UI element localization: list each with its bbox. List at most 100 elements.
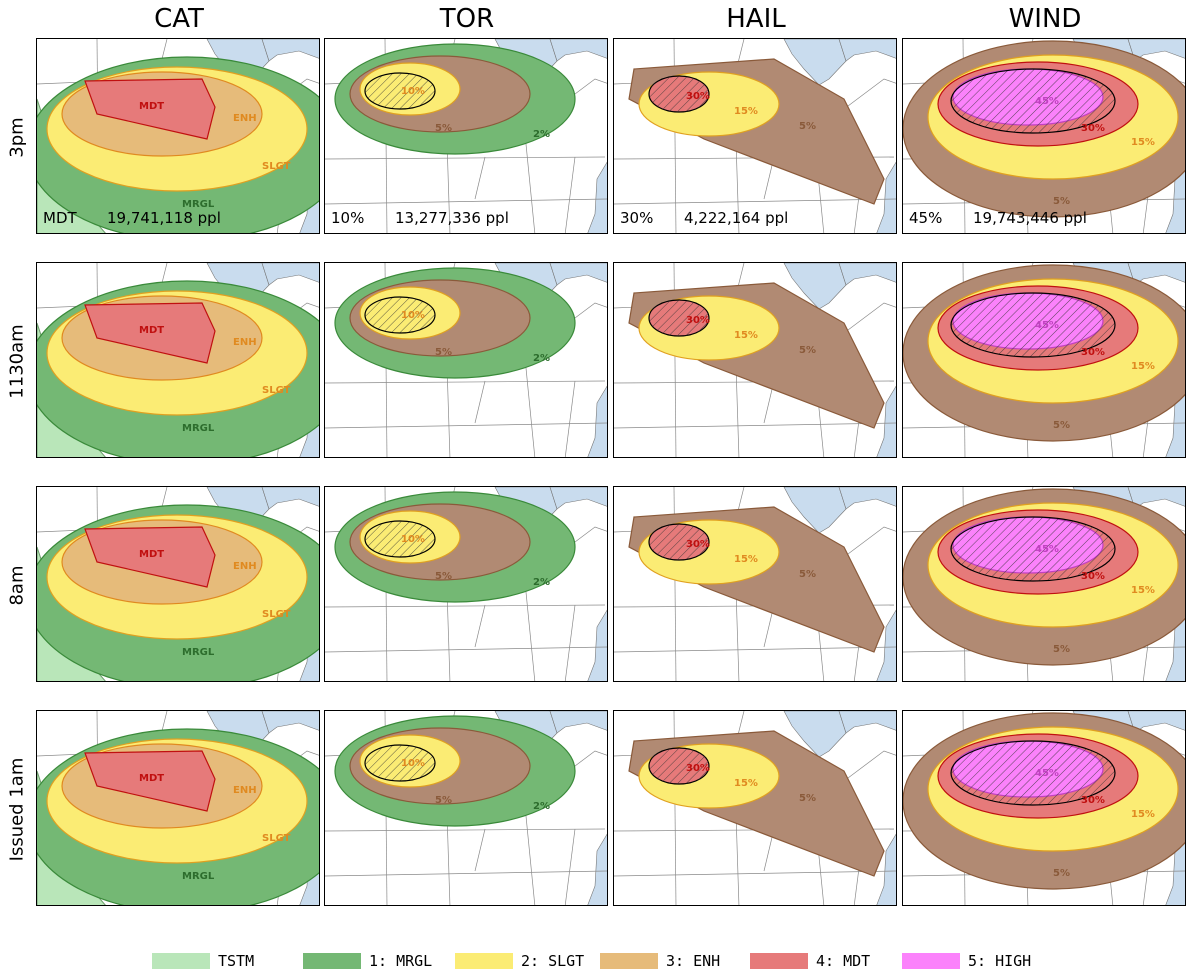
label-5pct: 5% xyxy=(799,121,816,132)
column-title-tor: TOR xyxy=(439,4,495,34)
label-mdt: MDT xyxy=(139,101,164,112)
stat-level: MDT xyxy=(43,209,77,227)
map-svg: 30% 15% 5% xyxy=(614,39,896,233)
label-15pct: 15% xyxy=(1131,137,1155,148)
map-panel-tor-r3pm: 10% 5% 2% 10% 13,277,336 ppl xyxy=(324,38,608,234)
mdt-area xyxy=(84,750,216,812)
map-svg: 10% 5% 2% xyxy=(325,39,607,233)
legend-label: 4: MDT xyxy=(816,952,871,970)
lake-huron xyxy=(549,263,607,286)
state-boundary xyxy=(843,302,896,334)
legend-label: 1: MRGL xyxy=(369,952,433,970)
state-boundary xyxy=(564,828,576,905)
legend-item-mdt: 4: MDT xyxy=(750,952,870,970)
label-mdt: MDT xyxy=(139,325,164,336)
state-boundary xyxy=(524,805,536,905)
column-title-cat: CAT xyxy=(154,4,204,34)
lake-huron xyxy=(549,711,607,734)
label-mdt: MDT xyxy=(139,549,164,560)
legend-item-enh: 3: ENH xyxy=(600,952,720,970)
wind-sig-area xyxy=(950,516,1116,582)
row-title-issued-1am: Issued 1am xyxy=(6,757,28,861)
lake-huron xyxy=(838,711,896,734)
map-svg: MDT ENH SLGT MRGL xyxy=(37,39,319,233)
map-panel-wind-r3pm: 45% 30% 15% 5% 45% 19,743,446 ppl xyxy=(902,38,1186,234)
label-30pct: 30% xyxy=(1081,795,1105,806)
label-15pct: 15% xyxy=(1131,361,1155,372)
lake-huron xyxy=(838,263,896,286)
state-boundary xyxy=(843,78,896,110)
legend-swatch-high xyxy=(902,953,960,969)
label-45pct: 45% xyxy=(1035,544,1059,555)
state-boundary xyxy=(325,422,607,429)
stat-level: 30% xyxy=(620,209,654,227)
label-enh: ENH xyxy=(233,561,257,572)
legend-label: 2: SLGT xyxy=(521,952,585,970)
label-slgt: SLGT xyxy=(262,833,291,844)
label-mrgl: MRGL xyxy=(182,199,215,210)
row-title-8am: 8am xyxy=(6,564,28,606)
ocean xyxy=(876,609,896,681)
label-5pct: 5% xyxy=(1053,644,1070,655)
row-title-1130am: 1130am xyxy=(6,323,28,399)
legend-swatch-mrgl xyxy=(303,953,361,969)
legend-label: 3: ENH xyxy=(666,952,721,970)
label-10pct: 10% xyxy=(401,758,425,769)
state-boundary xyxy=(325,156,606,160)
map-svg: 30% 15% 5% xyxy=(614,263,896,457)
label-slgt: SLGT xyxy=(262,385,291,396)
ocean xyxy=(1165,833,1185,905)
label-5pct: 5% xyxy=(435,795,452,806)
map-panel-tor-r1130: 10% 5% 2% xyxy=(324,262,608,458)
label-5pct: 5% xyxy=(435,347,452,358)
lake-huron xyxy=(261,263,319,286)
map-svg: 30% 15% 5% xyxy=(614,711,896,905)
state-boundary xyxy=(325,646,607,653)
label-30pct: 30% xyxy=(1081,571,1105,582)
label-mdt: MDT xyxy=(139,773,164,784)
label-15pct: 15% xyxy=(734,778,758,789)
column-title-hail: HAIL xyxy=(726,4,786,34)
state-boundary xyxy=(843,750,896,782)
tor-sig-area xyxy=(364,520,436,558)
legend-item-slgt: 2: SLGT xyxy=(455,952,584,970)
wind-sig-area xyxy=(950,292,1116,358)
label-2pct: 2% xyxy=(533,129,550,140)
ocean xyxy=(587,833,607,905)
column-title-wind: WIND xyxy=(1008,4,1082,34)
ocean xyxy=(1165,609,1185,681)
population-stat-hail: 30% 4,222,164 ppl xyxy=(620,209,788,227)
label-30pct: 30% xyxy=(1081,347,1105,358)
label-15pct: 15% xyxy=(1131,809,1155,820)
ocean xyxy=(587,161,607,233)
state-boundary xyxy=(524,133,536,233)
map-panel-hail-r1130: 30% 15% 5% xyxy=(613,262,897,458)
label-45pct: 45% xyxy=(1035,768,1059,779)
stat-population: 13,277,336 ppl xyxy=(395,209,509,227)
legend-swatch-tstm xyxy=(152,953,210,969)
state-boundary xyxy=(325,198,607,205)
state-boundary xyxy=(325,604,606,608)
map-panel-cat-r1130: MDT ENH SLGT MRGL xyxy=(36,262,320,458)
row-title-3pm: 3pm xyxy=(6,116,28,158)
tor-sig-area xyxy=(364,296,436,334)
label-45pct: 45% xyxy=(1035,96,1059,107)
mdt-area xyxy=(84,78,216,140)
legend: TSTM 1: MRGL 2: SLGT 3: ENH 4: MDT 5: HI… xyxy=(0,952,1200,974)
legend-swatch-slgt xyxy=(455,953,513,969)
mdt-area xyxy=(84,526,216,588)
label-10pct: 10% xyxy=(401,310,425,321)
map-panel-wind-r1130: 45% 30% 15% 5% xyxy=(902,262,1186,458)
label-5pct: 5% xyxy=(1053,196,1070,207)
label-mrgl: MRGL xyxy=(182,423,215,434)
stat-population: 19,741,118 ppl xyxy=(107,209,221,227)
hail-sig-area xyxy=(649,300,709,336)
label-enh: ENH xyxy=(233,113,257,124)
tor-sig-area xyxy=(364,72,436,110)
label-45pct: 45% xyxy=(1035,320,1059,331)
label-30pct: 30% xyxy=(1081,123,1105,134)
state-boundary xyxy=(843,526,896,558)
map-svg: MDT ENH SLGT MRGL xyxy=(37,263,319,457)
state-boundary xyxy=(614,646,896,653)
ocean xyxy=(876,385,896,457)
